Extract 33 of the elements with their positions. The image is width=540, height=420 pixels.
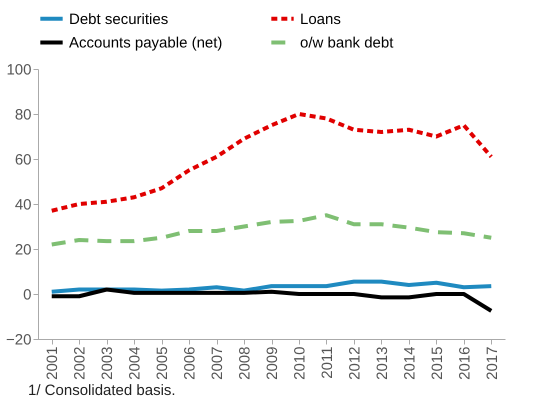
y-tick-label: 80 [14,106,32,124]
x-tick-label: 2001 [44,346,62,380]
x-tick-label: 2009 [264,346,281,380]
y-tick-label: 40 [14,196,32,214]
y-tick-label: 100 [6,62,32,78]
x-tick-label: 2008 [236,346,254,380]
x-tick-label: 2005 [154,346,172,380]
legend-label: Accounts payable (net) [69,34,222,52]
x-tick-label: 2014 [401,346,418,380]
x-tick-label: 2012 [346,346,364,380]
y-tick-label: 20 [14,242,32,258]
x-tick-label: 2015 [428,346,446,380]
x-tick-label: 2013 [374,346,391,380]
y-tick-label: 0 [23,286,32,304]
x-tick-label: 2002 [72,346,89,380]
x-tick-label: 2010 [291,346,308,380]
x-tick-label: 2006 [182,346,199,380]
line-series [50,213,494,246]
x-tick-label: 2016 [456,346,474,380]
y-tick-label: −20 [6,332,32,348]
line-series [50,280,494,294]
y-tick-label: 60 [14,152,32,168]
legend-label: o/w bank debt [300,34,394,52]
x-tick-label: 2017 [484,346,501,380]
text: 1/ Consolidated basis. [28,382,177,399]
legend-label: Loans [300,10,341,28]
line-series [50,112,494,213]
x-tick-label: 2004 [126,346,144,380]
legend-label: Debt securities [69,10,168,28]
x-tick-label: 2011 [318,346,336,379]
x-tick-label: 2007 [209,346,226,380]
line-series [50,288,494,313]
x-tick-label: 2003 [99,346,116,380]
